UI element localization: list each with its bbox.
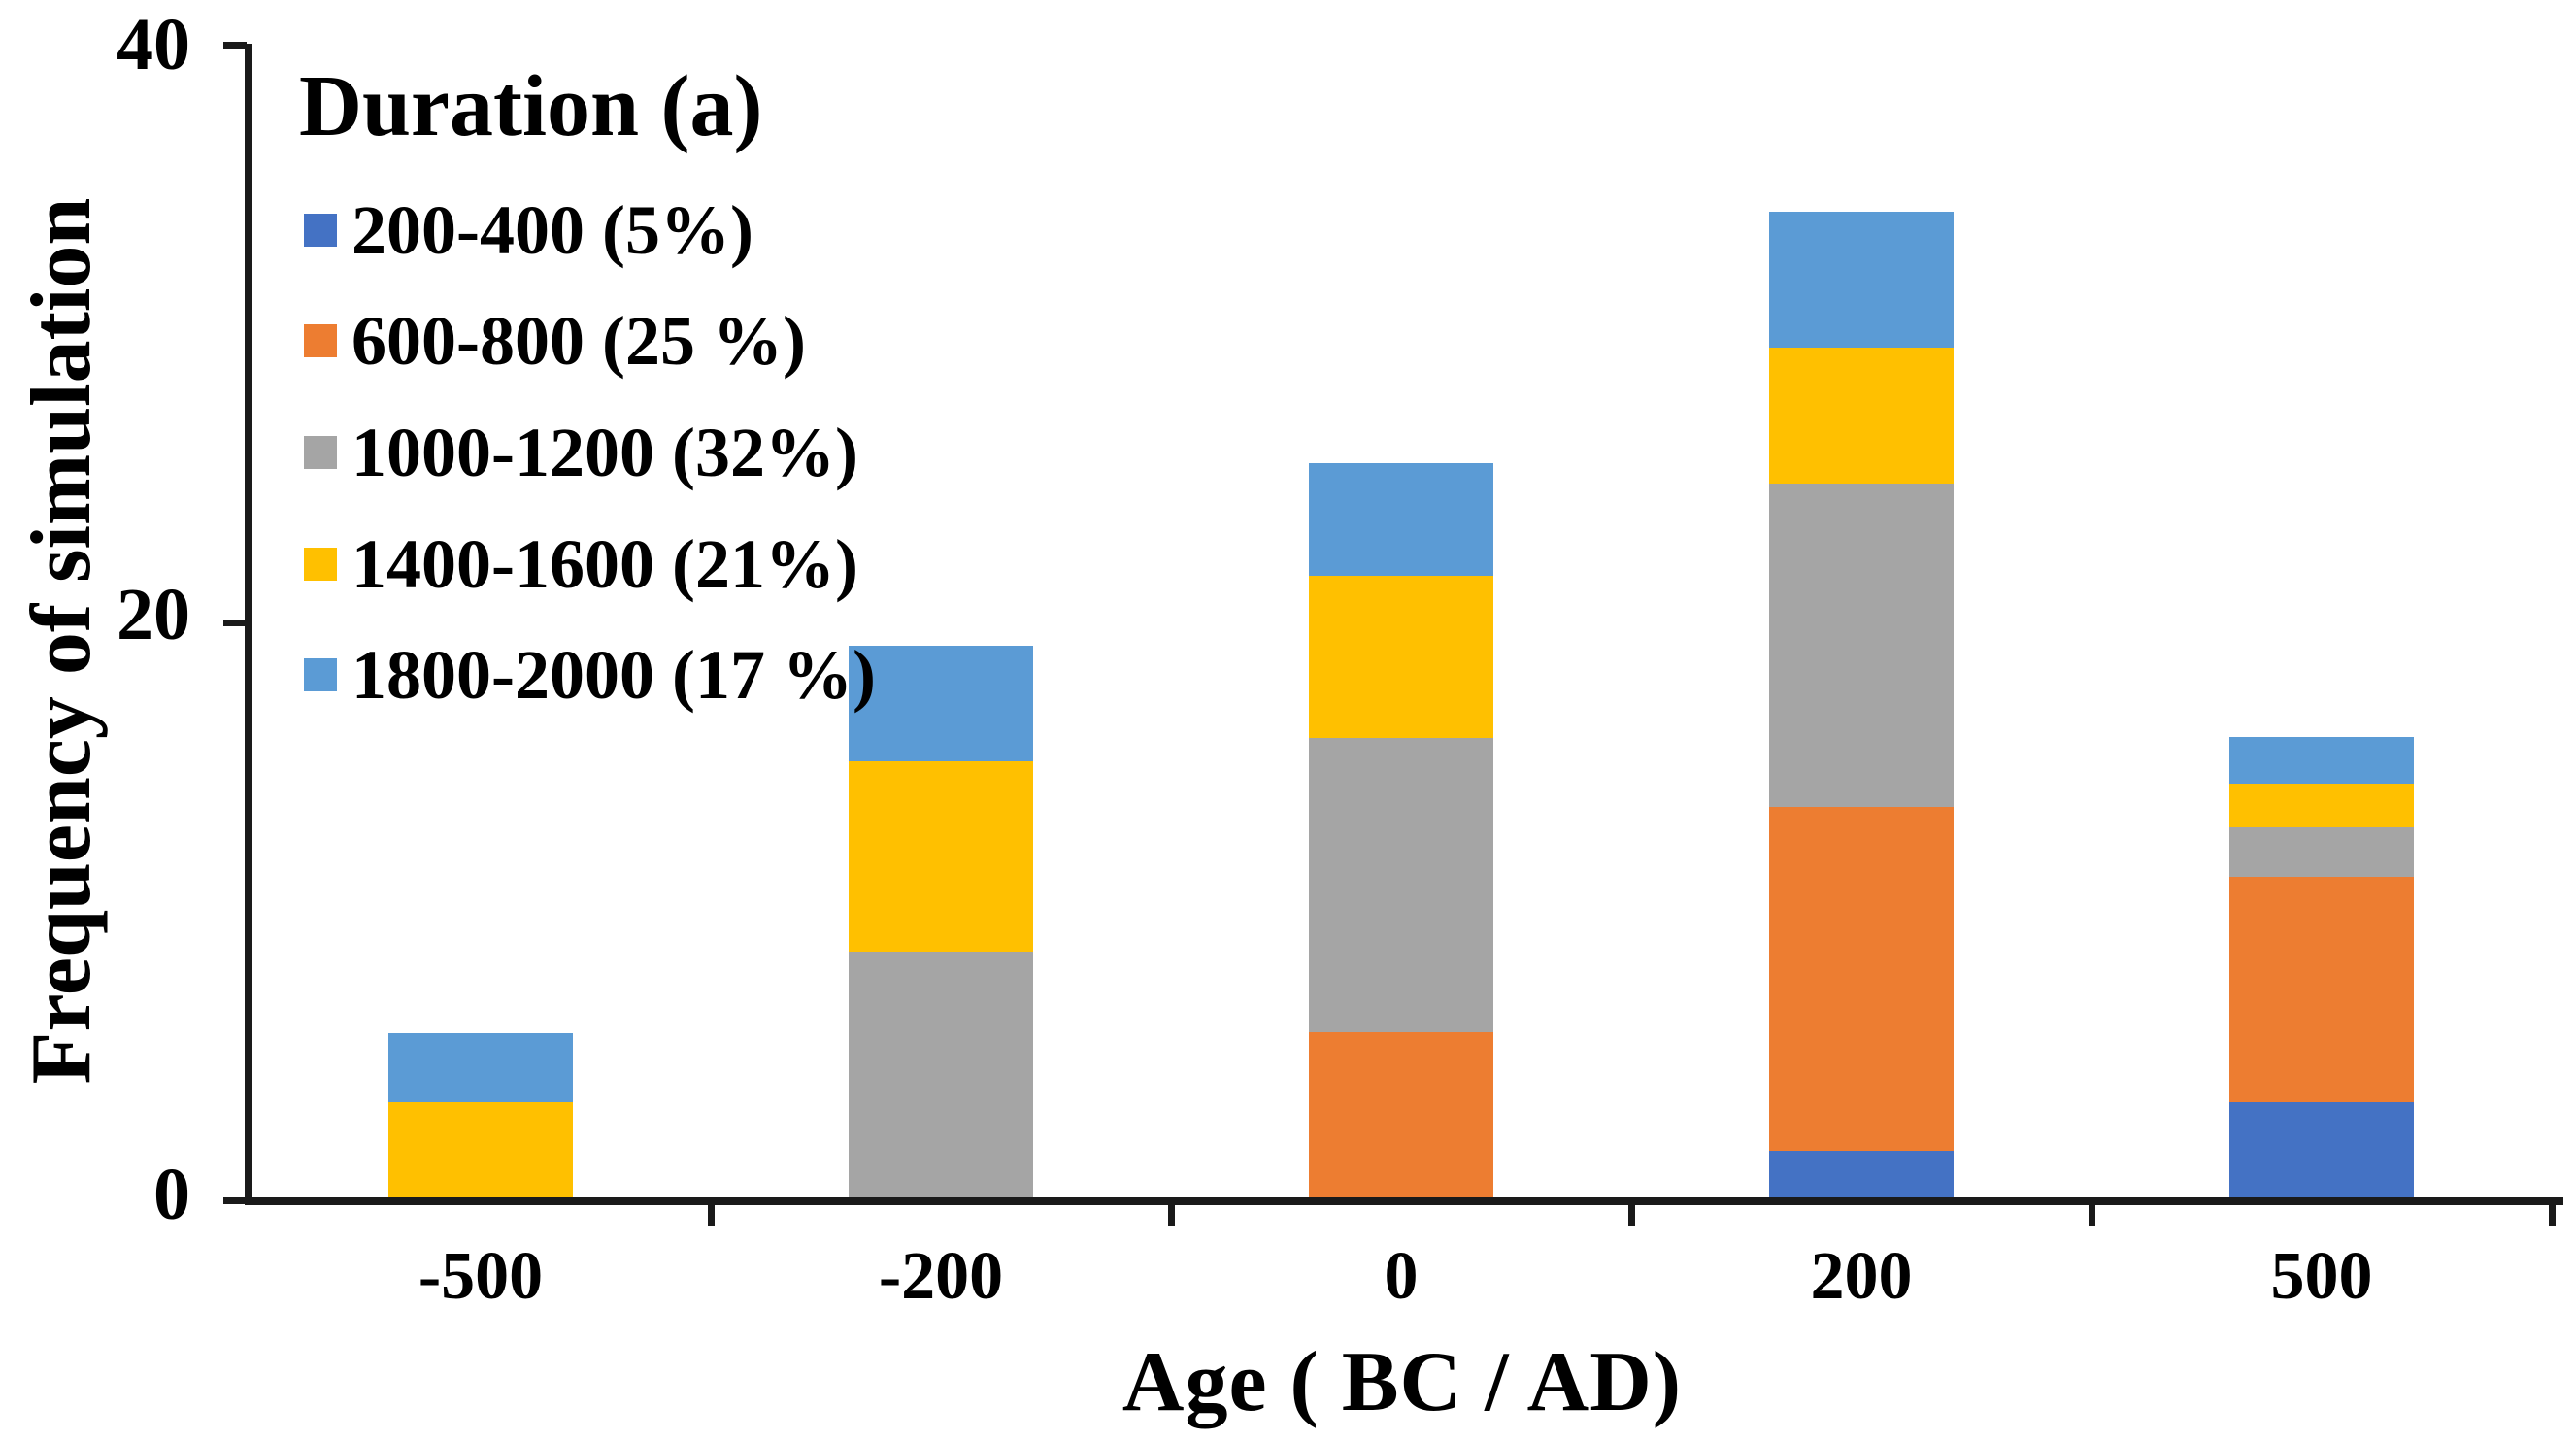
bar-segment	[2229, 737, 2414, 784]
x-axis-title: Age ( BC / AD)	[1121, 1335, 1683, 1429]
bar-segment	[849, 646, 1033, 761]
x-tick-mark	[2549, 1201, 2556, 1226]
x-tick-label: -200	[878, 1239, 1004, 1314]
legend-swatch-orange	[304, 324, 337, 357]
legend-item: 200-400 (5%)	[304, 191, 753, 269]
legend-item: 1400-1600 (21%)	[304, 525, 858, 603]
bar-segment	[2229, 877, 2414, 1102]
bar-segment	[2229, 827, 2414, 877]
legend-swatch-blue	[304, 214, 337, 247]
bar-segment	[2229, 784, 2414, 827]
bar-segment	[2229, 1102, 2414, 1197]
bar-segment	[1309, 463, 1493, 576]
bar-segment	[1769, 1151, 1954, 1197]
bar-segment	[388, 1102, 573, 1197]
legend-item: 600-800 (25 %)	[304, 302, 806, 380]
bar-segment	[1309, 738, 1493, 1032]
bar-segment	[849, 952, 1033, 1197]
x-tick-label: 200	[1810, 1239, 1913, 1314]
bar-segment	[388, 1033, 573, 1102]
x-tick-mark	[708, 1201, 715, 1226]
y-tick-label-20: 20	[117, 574, 190, 655]
x-tick-label: 500	[2270, 1239, 2373, 1314]
legend-label: 1800-2000 (17 %)	[351, 636, 876, 714]
x-tick-mark	[1168, 1201, 1175, 1226]
bar-segment	[849, 761, 1033, 952]
bar-segment	[1309, 576, 1493, 738]
bar-segment	[1769, 484, 1954, 807]
y-tick-mark	[223, 42, 247, 49]
x-tick-label: 0	[1384, 1239, 1419, 1314]
legend-title: Duration (a)	[299, 58, 763, 154]
legend-swatch-yellow	[304, 548, 337, 581]
x-axis-line	[245, 1197, 2563, 1205]
legend-item: 1000-1200 (32%)	[304, 414, 858, 491]
legend-swatch-gray	[304, 436, 337, 469]
y-axis-title: Frequency of simulation	[15, 197, 109, 1085]
legend-label: 200-400 (5%)	[351, 191, 753, 269]
x-tick-label: -500	[418, 1239, 544, 1314]
bar-segment	[1309, 1032, 1493, 1197]
bar-segment	[1769, 807, 1954, 1151]
bar-segment	[1769, 348, 1954, 484]
x-tick-mark	[1628, 1201, 1635, 1226]
legend-item: 1800-2000 (17 %)	[304, 636, 876, 714]
legend-label: 1400-1600 (21%)	[351, 525, 858, 603]
x-tick-mark	[2089, 1201, 2095, 1226]
y-tick-label-40: 40	[117, 4, 190, 85]
y-axis-line	[245, 44, 252, 1205]
y-tick-mark	[223, 620, 247, 626]
y-tick-label-0: 0	[153, 1154, 190, 1235]
legend-label: 1000-1200 (32%)	[351, 414, 858, 491]
y-tick-mark	[223, 1197, 247, 1204]
legend-label: 600-800 (25 %)	[351, 302, 806, 380]
bar-segment	[1769, 212, 1954, 348]
legend-swatch-lightblue	[304, 658, 337, 691]
